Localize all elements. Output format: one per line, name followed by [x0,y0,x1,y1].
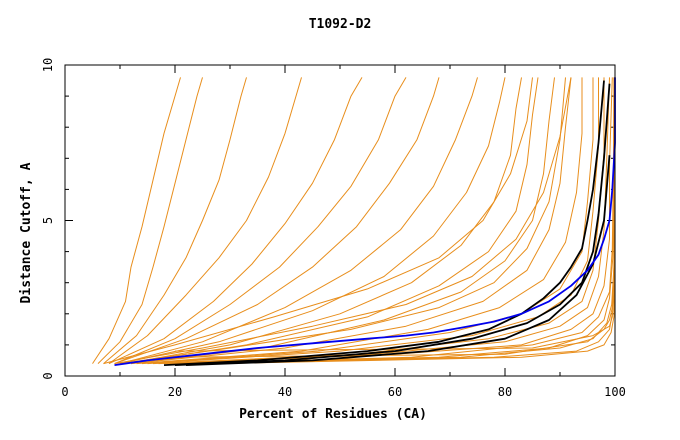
series-line [185,77,616,365]
series-line [119,77,506,365]
series-line [119,77,478,365]
y-tick-label: 10 [41,58,55,72]
series-line [130,77,572,365]
series-line-highlight [163,80,605,366]
series-line [97,77,203,364]
x-tick-label: 0 [61,385,68,399]
y-tick-label: 5 [41,217,55,224]
series-line [125,77,539,365]
series-line [147,77,599,365]
series-line-highlight [185,155,611,366]
series-line [163,77,613,365]
series-line [218,77,616,365]
series-line [119,77,566,365]
series-line [141,77,594,365]
series-line [103,77,533,365]
x-tick-label: 80 [498,385,512,399]
series-line [103,77,247,364]
series-line [158,77,610,365]
series-line [163,77,616,358]
x-tick-label: 40 [278,385,292,399]
series-line-highlight [114,77,616,366]
series-line [130,77,555,365]
x-axis-label: Percent of Residues (CA) [239,407,427,422]
series-layer [92,77,616,366]
series-line [92,77,181,364]
series-line [114,77,407,365]
x-tick-label: 20 [168,385,182,399]
x-tick-label: 60 [388,385,402,399]
plot-frame [64,64,616,377]
series-line [136,77,583,365]
series-line [114,77,572,365]
series-line [152,77,605,365]
y-axis-label: Distance Cutoff, A [19,162,34,303]
axis-ticks: 0 20 40 60 80 100 0 5 10 [41,58,626,399]
series-line [125,77,522,365]
y-tick-label: 0 [41,372,55,379]
x-tick-label: 100 [604,385,626,399]
chart-title: T1092-D2 [309,17,372,32]
series-line [169,77,615,365]
series-line-highlight [174,83,611,366]
series-line [108,77,363,365]
series-line [108,77,302,365]
series-line [114,77,440,365]
